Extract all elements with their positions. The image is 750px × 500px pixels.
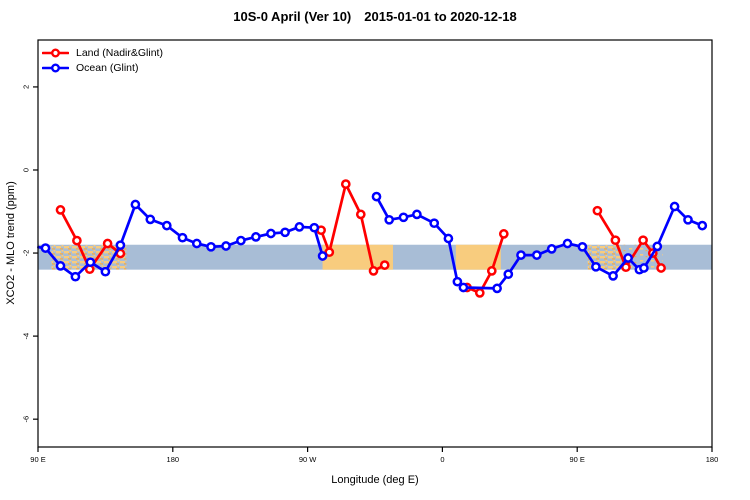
data-point-marker (145, 214, 156, 225)
data-point-marker (251, 232, 261, 242)
x-tick-label: 0 (440, 455, 444, 464)
data-point-marker (498, 229, 509, 239)
data-point-marker (177, 232, 188, 243)
x-tick-label: 90 E (30, 455, 45, 464)
data-point-marker (610, 235, 621, 246)
data-point-marker (355, 209, 366, 220)
data-point-marker (371, 191, 382, 202)
x-axis-label: Longitude (deg E) (331, 474, 419, 486)
data-point-marker (340, 179, 351, 189)
legend-label: Ocean (Glint) (76, 61, 139, 74)
y-tick-label: 2 (22, 85, 31, 89)
data-point-marker (623, 253, 633, 263)
data-point-marker (683, 214, 693, 225)
legend-line-marker (42, 48, 69, 57)
y-tick-label: 0 (22, 168, 31, 172)
data-point-marker (191, 238, 202, 249)
y-tick-label: -6 (22, 416, 31, 423)
data-point-marker (638, 235, 648, 246)
data-point-marker (161, 220, 172, 231)
y-tick-label: -4 (22, 333, 31, 340)
chart-title: 10S-0 April (Ver 10) 2015-01-01 to 2020-1… (38, 9, 712, 24)
data-point-marker (429, 218, 440, 229)
data-point-marker (206, 241, 216, 252)
data-point-marker (591, 261, 601, 272)
ocean-series (37, 191, 708, 294)
data-point-marker (452, 276, 463, 287)
x-tick-label: 90 E (569, 455, 584, 464)
data-point-marker (486, 266, 497, 276)
data-point-marker (546, 244, 557, 254)
data-point-marker (592, 205, 603, 216)
data-point-marker (236, 235, 246, 246)
data-point-marker (503, 269, 514, 280)
data-point-marker (55, 205, 66, 215)
land-series (55, 179, 666, 298)
data-point-marker (384, 214, 395, 225)
data-point-marker (266, 228, 276, 239)
data-point-marker (309, 222, 320, 233)
data-point-marker (458, 282, 469, 293)
x-tick-label: 90 W (299, 455, 317, 464)
data-point-marker (102, 238, 113, 249)
data-point-marker (221, 241, 231, 251)
data-point-marker (379, 260, 390, 270)
x-tick-label: 180 (167, 455, 180, 464)
data-point-marker (443, 233, 454, 244)
data-point-marker (492, 283, 502, 294)
data-point-marker (621, 262, 631, 273)
data-point-marker (562, 238, 573, 249)
data-point-marker (474, 288, 485, 298)
legend-item-land: Land (Nadir&Glint) (42, 45, 163, 60)
data-point-marker (317, 251, 328, 261)
legend-item-ocean: Ocean (Glint) (42, 60, 163, 75)
data-point-marker (516, 250, 526, 260)
data-point-marker (72, 235, 82, 246)
x-tick-label: 180 (706, 455, 719, 464)
data-point-marker (115, 240, 126, 251)
data-point-marker (697, 220, 708, 231)
series-line (465, 232, 506, 295)
chart-title-region: 10S-0 April (Ver 10) (233, 9, 352, 24)
data-point-marker (85, 257, 96, 268)
data-point-marker (656, 263, 666, 273)
data-point-marker (368, 266, 379, 276)
y-tick-label: -2 (22, 250, 31, 257)
data-point-marker (130, 199, 141, 210)
legend-line-marker (42, 63, 69, 72)
data-point-marker (55, 261, 66, 271)
data-point-marker (398, 212, 409, 223)
data-point-marker (639, 263, 649, 273)
data-point-marker (100, 266, 111, 277)
data-point-marker (40, 243, 51, 253)
chart-title-dates: 2015-01-01 to 2020-12-18 (364, 9, 517, 24)
data-point-marker (324, 247, 335, 258)
data-point-marker (669, 201, 680, 212)
data-point-marker (531, 250, 542, 260)
data-point-marker (294, 222, 305, 232)
data-point-marker (577, 241, 588, 252)
data-point-marker (280, 227, 290, 238)
data-point-marker (412, 209, 422, 220)
data-point-marker (652, 241, 663, 252)
plot-border (37, 39, 713, 448)
data-point-marker (608, 271, 618, 281)
series-line (375, 195, 704, 290)
data-point-marker (70, 271, 81, 282)
y-axis-label: XCO2 - MLO trend (ppm) (5, 181, 17, 305)
legend-label: Land (Nadir&Glint) (76, 46, 163, 59)
legend: Land (Nadir&Glint) Ocean (Glint) (42, 45, 163, 75)
